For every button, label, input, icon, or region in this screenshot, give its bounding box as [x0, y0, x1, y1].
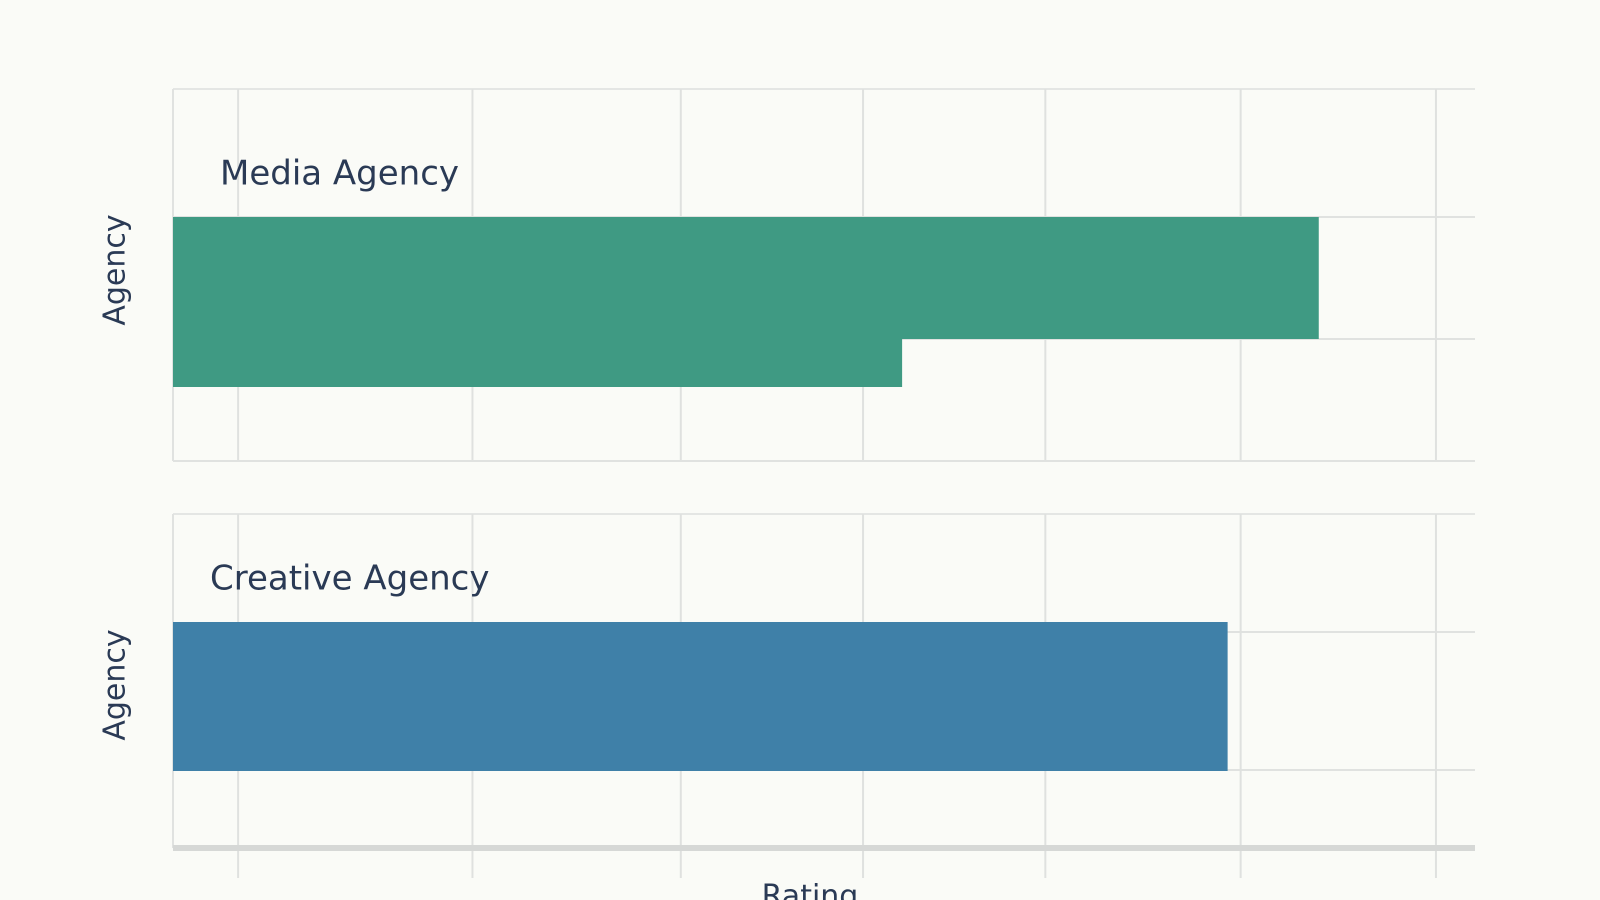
bar: [173, 622, 1228, 771]
panel-title: Creative Agency: [210, 559, 489, 599]
x-axis-label: Rating: [762, 879, 859, 900]
y-axis-label: Agency: [98, 629, 133, 740]
y-axis-label: Agency: [98, 214, 133, 325]
bar: [173, 217, 1319, 339]
panel-title: Media Agency: [220, 154, 459, 194]
bar: [173, 339, 903, 387]
